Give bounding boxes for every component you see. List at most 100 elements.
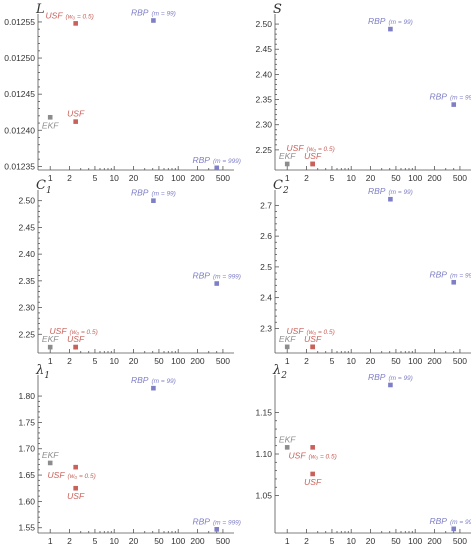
point-annotation: EKF [279,334,296,344]
annotation-parameter: (w₀ = 0.5) [66,13,94,20]
point-annotation: EKF [42,120,59,130]
x-tick-label: 50 [154,173,164,183]
x-tick-label: 10 [346,536,356,546]
x-tick-label: 500 [453,356,467,366]
x-tick-label: 2 [67,173,72,183]
data-point [310,471,315,477]
x-tick-label: 1 [48,173,53,183]
data-point [151,198,156,203]
x-tick-label: 200 [427,173,441,183]
y-tick-label: 0.01255 [4,17,35,27]
data-point [310,161,315,167]
x-tick-label: 100 [408,173,422,183]
data-point [388,382,393,388]
data-point [73,344,78,350]
x-tick-label: 200 [427,356,441,366]
x-tick-label: 10 [109,173,119,183]
annotation-method: RBP [192,271,210,281]
data-point [214,165,220,171]
data-point [284,445,290,450]
x-tick-label: 500 [453,536,467,546]
data-point [284,344,290,350]
y-tick-label: 2.45 [255,44,272,54]
x-tick-label: 100 [171,536,185,546]
y-tick-label: 2.25 [18,329,35,339]
point-annotation: EKF [42,450,59,460]
y-tick-label: 2.50 [18,196,35,206]
x-tick-label: 5 [330,356,335,366]
annotation-method: RBP [131,375,149,385]
chart-panel-1: L 0.01235 0.01240 0.01245 0.01250 0.01255 1 2 5 1… [4,2,241,183]
x-tick-label: 200 [190,173,204,183]
point-annotation: USF [67,109,85,119]
point-annotation: RBP (m = 99) [368,372,413,382]
x-tick-label: 5 [330,173,335,183]
annotation-method: USF [287,326,305,336]
data-point [151,385,156,391]
x-tick-label: 100 [408,356,422,366]
data-point [451,526,457,532]
annotation-parameter: (w₀ = 0.5) [309,453,337,460]
annotation-parameter: (w₀ = 0.5) [70,329,98,336]
annotation-method: USF [48,470,66,480]
point-annotation: RBP(m = 999) [429,269,471,279]
x-tick-label: 10 [109,536,119,546]
point-annotation: USF [304,151,322,161]
panel-label: S [273,2,282,17]
x-tick-label: 500 [216,536,230,546]
panel-label-subscript: 1 [46,186,52,196]
x-tick-label: 2 [304,173,309,183]
annotation-parameter: (m = 999) [213,519,241,526]
x-tick-label: 2 [67,536,72,546]
y-tick-label: 2.35 [18,276,35,286]
y-tick-label: 0.01245 [4,89,35,99]
y-tick-label: 1.80 [18,391,35,401]
x-tick-label: 20 [366,536,376,546]
x-tick-label: 100 [408,536,422,546]
y-tick-label: 1.65 [18,470,35,480]
x-tick-label: 50 [154,356,164,366]
point-annotation: USF [67,334,85,344]
y-tick-label: 2.30 [18,303,35,313]
data-point [73,464,78,470]
data-point [47,460,53,466]
data-point [388,196,393,202]
annotation-method: RBP [429,92,447,102]
panel-label: L [35,2,45,17]
point-annotation: RBP (m = 99) [131,8,176,18]
data-point [451,102,457,107]
annotation-method: EKF [279,151,296,161]
y-tick-label: 2.6 [260,231,272,241]
x-tick-label: 20 [366,356,376,366]
x-tick-label: 500 [453,173,467,183]
y-tick-label: 1.70 [18,444,35,454]
x-tick-label: 50 [154,536,164,546]
x-tick-label: 2 [304,536,309,546]
x-tick-label: 200 [427,536,441,546]
point-annotation: USF (w₀ = 0.5) [287,143,335,153]
annotation-method: EKF [42,120,59,130]
point-annotation: RBP (m = 99) [131,375,176,385]
x-tick-label: 1 [48,356,53,366]
data-point [214,527,220,532]
annotation-method: RBP [192,516,210,526]
panel-label-subscript: 2 [280,371,287,381]
x-tick-label: 20 [129,536,139,546]
panel-label-subscript: 1 [44,371,50,381]
annotation-parameter: (m = 99) [151,191,175,198]
y-tick-label: 0.01250 [4,53,35,63]
annotation-method: EKF [42,450,59,460]
y-tick-label: 2.40 [255,69,272,79]
annotation-parameter: (m = 99) [388,19,412,26]
x-tick-label: 5 [93,536,98,546]
annotation-method: RBP [368,16,386,26]
annotation-method: RBP [192,155,210,165]
data-point [73,21,78,26]
point-annotation: EKF [279,434,296,444]
y-tick-label: 0.01235 [4,161,35,171]
x-tick-label: 20 [129,356,139,366]
annotation-parameter: (w₀ = 0.5) [307,329,335,336]
x-tick-label: 1 [285,536,290,546]
point-annotation: USF (w₀ = 0.5) [50,326,98,336]
